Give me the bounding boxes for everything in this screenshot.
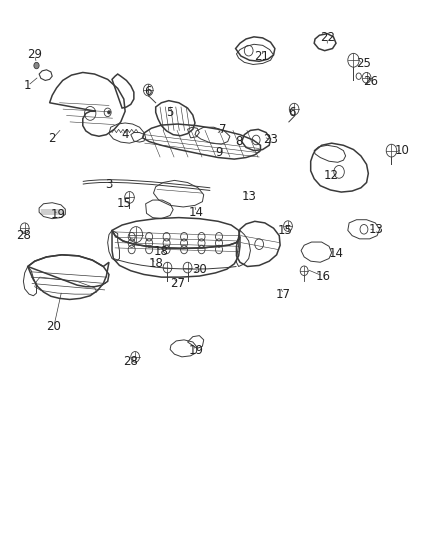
Text: 1: 1	[24, 79, 32, 92]
Text: 19: 19	[189, 344, 204, 357]
Text: 19: 19	[51, 208, 66, 221]
Text: 17: 17	[276, 288, 291, 301]
Text: 14: 14	[189, 206, 204, 219]
Text: 12: 12	[324, 168, 339, 182]
Text: 18: 18	[154, 245, 169, 258]
Text: 20: 20	[46, 320, 61, 333]
Text: 16: 16	[315, 270, 330, 282]
Text: 8: 8	[235, 135, 242, 148]
Text: 13: 13	[241, 190, 256, 203]
Text: 21: 21	[254, 50, 269, 63]
Circle shape	[34, 62, 39, 69]
Text: 18: 18	[148, 257, 163, 270]
Text: 22: 22	[320, 31, 335, 44]
Text: 6: 6	[289, 106, 296, 119]
Text: 26: 26	[364, 75, 378, 88]
Circle shape	[108, 111, 110, 114]
Text: 15: 15	[278, 224, 293, 237]
Text: 7: 7	[219, 123, 226, 136]
Text: 28: 28	[16, 229, 31, 242]
Text: 25: 25	[356, 57, 371, 70]
Text: 9: 9	[215, 146, 223, 159]
Text: 30: 30	[192, 263, 207, 276]
Text: 23: 23	[263, 133, 278, 147]
Text: 29: 29	[27, 49, 42, 61]
Text: 4: 4	[121, 128, 129, 141]
Text: 6: 6	[145, 85, 152, 98]
Text: 28: 28	[124, 354, 138, 368]
Text: 13: 13	[369, 223, 384, 236]
Text: 2: 2	[49, 132, 56, 146]
Text: 10: 10	[395, 144, 410, 157]
Text: 3: 3	[105, 177, 113, 191]
Text: 14: 14	[328, 247, 343, 260]
Text: 5: 5	[166, 106, 174, 119]
Text: 15: 15	[117, 197, 131, 211]
Text: 27: 27	[170, 277, 185, 290]
